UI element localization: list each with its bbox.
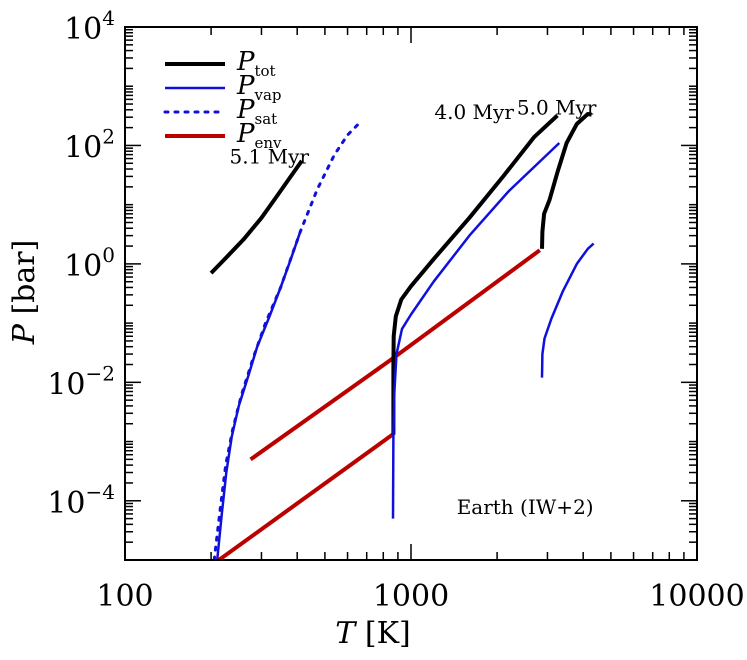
legend-label: Psat	[236, 95, 277, 128]
series-line-3	[212, 122, 360, 560]
series-line-8	[540, 112, 592, 249]
series-layer	[209, 112, 595, 560]
series-line-7	[391, 142, 561, 519]
svg-text:T [K]: T [K]	[335, 616, 410, 651]
legend-label: Penv	[236, 119, 282, 152]
x-tick-label: 1000	[373, 579, 449, 614]
annotations: 5.1 Myr 4.0 Myr 5.0 Myr Earth (IW+2)	[230, 96, 597, 519]
tick-layer: 100 1000 10000 10−4 10−2 100 102 104	[47, 6, 744, 614]
series-line-1	[209, 159, 304, 275]
legend-entry: Pvap	[165, 71, 282, 104]
legend-entry: Ptot	[165, 47, 276, 80]
series-line-6	[391, 114, 559, 435]
y-tick-label: 102	[64, 124, 115, 165]
x-axis-title: T [K]	[335, 616, 410, 651]
legend-entry: Penv	[165, 119, 282, 152]
legend-label: Pvap	[236, 71, 282, 104]
y-tick-label: 10−2	[47, 361, 115, 402]
y-axis-title: P [bar]	[7, 240, 42, 346]
svg-text:P [bar]: P [bar]	[7, 240, 42, 346]
series-line-9	[540, 242, 595, 378]
x-tick-label: 100	[96, 579, 153, 614]
annotation-label: 4.0 Myr	[434, 100, 514, 124]
y-tick-label: 104	[64, 6, 115, 47]
legend-label: Ptot	[236, 47, 276, 80]
annotation-label: 5.0 Myr	[517, 96, 597, 120]
annotation-label: Earth (IW+2)	[457, 495, 594, 519]
legend-entry: Psat	[163, 95, 277, 128]
x-tick-label: 10000	[649, 579, 744, 614]
y-tick-label: 10−4	[47, 480, 115, 521]
y-tick-label: 100	[64, 243, 115, 284]
annotation-label: 5.1 Myr	[230, 144, 310, 168]
series-line-5	[217, 433, 394, 560]
